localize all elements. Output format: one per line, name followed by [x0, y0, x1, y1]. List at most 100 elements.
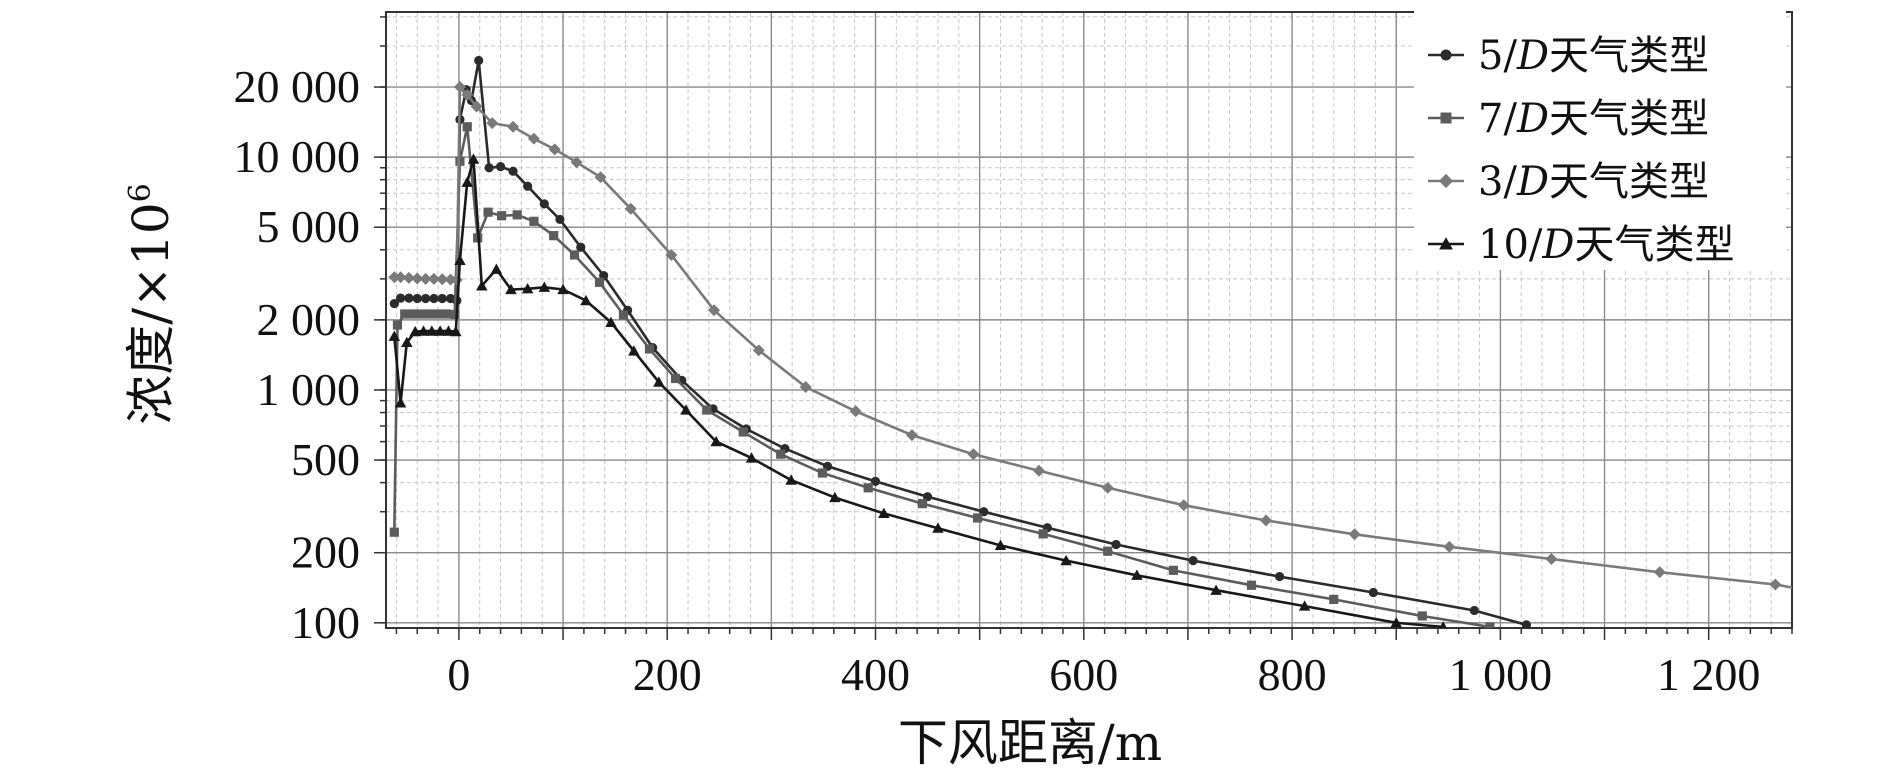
legend-label-suffix: 天气类型 [1574, 222, 1734, 268]
data-point-triangle [785, 474, 797, 485]
data-point-circle [1111, 539, 1121, 550]
y-tick-label: 500 [291, 434, 360, 485]
data-point-circle [495, 162, 506, 172]
data-point-triangle [426, 325, 438, 336]
x-tick-label: 800 [1258, 649, 1327, 700]
data-point-diamond [527, 132, 540, 145]
data-point-square [917, 499, 927, 509]
data-point-square [618, 310, 629, 320]
data-point-square [425, 309, 435, 319]
data-point-triangle [467, 153, 480, 164]
x-tick-label: 400 [841, 649, 910, 700]
data-point-triangle [538, 281, 551, 292]
legend-label-suffix: 天气类型 [1549, 96, 1709, 142]
data-point-diamond [394, 271, 407, 284]
data-point-circle [555, 214, 565, 225]
data-point-square [462, 122, 472, 132]
data-point-triangle [1439, 237, 1453, 250]
legend-label-suffix: 天气类型 [1549, 159, 1709, 205]
data-point-square [702, 405, 712, 415]
y-axis-title-main: 浓度/×10 [122, 202, 180, 424]
legend-label: 10/D天气类型 [1478, 222, 1734, 268]
data-point-square [972, 513, 983, 523]
data-point-triangle [710, 435, 722, 447]
data-point-diamond [665, 248, 678, 261]
data-point-circle [404, 293, 414, 303]
data-point-square [512, 210, 522, 220]
y-tick-label: 100 [291, 597, 360, 648]
data-point-triangle [829, 491, 841, 503]
data-point-triangle [461, 176, 473, 187]
legend-item: 7/D天气类型 [1428, 96, 1709, 142]
data-point-circle [437, 293, 447, 304]
data-point-diamond [486, 117, 499, 130]
data-point-circle [395, 293, 406, 303]
x-tick-label: 1 000 [1449, 649, 1553, 700]
data-point-triangle [394, 397, 407, 408]
legend-label-italic: D [1541, 222, 1574, 268]
data-point-circle [1188, 556, 1198, 566]
data-point-circle [870, 476, 881, 486]
data-point-circle [523, 181, 533, 191]
series-layer [388, 55, 1792, 628]
data-point-diamond [548, 143, 561, 156]
data-point-triangle [680, 404, 692, 415]
data-point-diamond [444, 273, 457, 286]
legend-label: 5/D天气类型 [1478, 33, 1709, 79]
data-point-square [529, 216, 539, 226]
data-point-triangle [521, 283, 534, 294]
data-point-triangle [401, 336, 413, 348]
data-point-diamond [402, 271, 415, 284]
data-point-diamond [1769, 578, 1782, 591]
data-point-square [670, 373, 681, 384]
x-tick-label: 200 [633, 649, 702, 700]
data-point-square [738, 427, 748, 437]
data-point-square [389, 527, 399, 537]
data-point-square [450, 309, 460, 320]
data-point-square [408, 309, 418, 319]
data-point-circle [1469, 605, 1479, 616]
data-point-square [400, 309, 410, 319]
legend-box [1414, 8, 1786, 270]
series-4 [388, 153, 1447, 628]
data-point-diamond [419, 272, 432, 285]
data-point-diamond [470, 100, 483, 113]
data-point-triangle [878, 507, 890, 519]
data-point-diamond [1653, 566, 1666, 579]
data-point-circle [1368, 587, 1378, 598]
data-point-circle [1274, 571, 1285, 582]
data-point-square [1168, 565, 1178, 575]
data-point-triangle [1131, 569, 1143, 580]
data-point-diamond [799, 380, 812, 393]
legend-label: 7/D天气类型 [1478, 96, 1709, 142]
data-point-triangle [994, 539, 1007, 551]
data-point-square [1103, 546, 1113, 556]
data-point-square [569, 250, 580, 260]
legend-label-prefix: 10/ [1478, 222, 1543, 268]
data-point-triangle [628, 345, 640, 356]
data-point-triangle [434, 325, 446, 336]
data-point-square [1329, 594, 1339, 605]
legend-label-suffix: 天气类型 [1549, 33, 1709, 79]
data-point-circle [508, 166, 518, 176]
data-point-square [776, 449, 786, 459]
y-tick-label: 5 000 [257, 201, 361, 252]
y-tick-label: 200 [291, 527, 360, 578]
data-point-triangle [653, 376, 665, 387]
legend-label-prefix: 3/ [1478, 159, 1517, 205]
legend-label-prefix: 7/ [1478, 96, 1517, 142]
data-point-triangle [605, 316, 617, 328]
data-point-triangle [557, 283, 569, 295]
data-point-diamond [427, 272, 440, 285]
data-point-diamond [594, 171, 607, 184]
data-point-triangle [505, 283, 517, 295]
legend-item: 5/D天气类型 [1428, 33, 1709, 79]
data-point-diamond [1545, 552, 1558, 565]
data-point-diamond [967, 448, 980, 461]
data-point-circle [484, 163, 494, 173]
y-tick-label: 2 000 [257, 294, 361, 345]
data-point-square [416, 309, 427, 319]
data-point-diamond [708, 304, 721, 317]
data-point-triangle [1298, 600, 1311, 611]
